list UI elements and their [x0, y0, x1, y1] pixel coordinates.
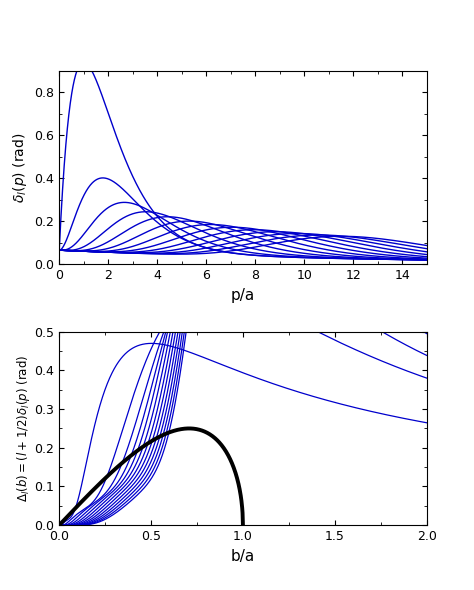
Y-axis label: $\Delta_l(b)=(l+1/2)\delta_l(p)$ (rad): $\Delta_l(b)=(l+1/2)\delta_l(p)$ (rad) — [15, 355, 32, 502]
X-axis label: b/a: b/a — [231, 549, 255, 563]
X-axis label: p/a: p/a — [231, 287, 255, 303]
Y-axis label: $\delta_l(p)$ (rad): $\delta_l(p)$ (rad) — [11, 132, 29, 202]
